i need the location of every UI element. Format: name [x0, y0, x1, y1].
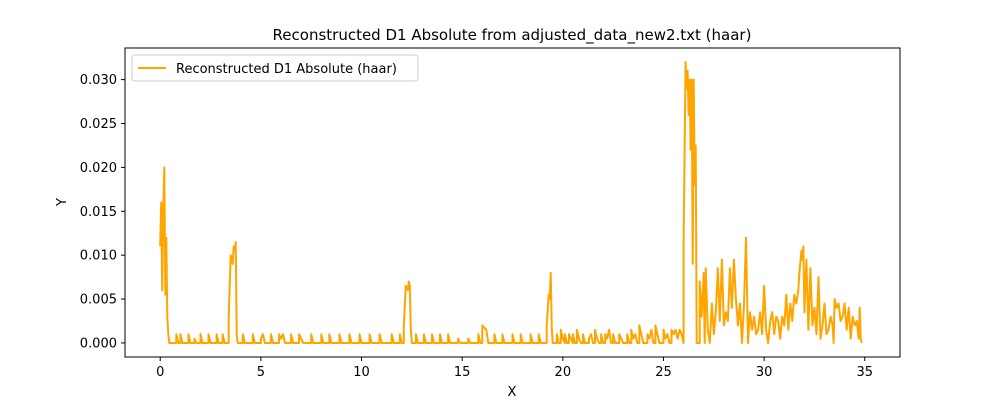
- x-tick-label: 30: [756, 365, 773, 380]
- chart-title: Reconstructed D1 Absolute from adjusted_…: [273, 26, 752, 45]
- x-tick-label: 15: [454, 365, 471, 380]
- x-axis-ticks: 0 5 10 15 20 25 30 35: [156, 357, 873, 380]
- y-axis-ticks: 0.000 0.005 0.010 0.015 0.020 0.025 0.030: [80, 73, 125, 351]
- y-tick-label: 0.025: [80, 117, 117, 132]
- y-axis-label: Y: [55, 198, 70, 207]
- legend-frame: [131, 54, 419, 82]
- series-layer: [159, 61, 863, 344]
- y-tick-label: 0.010: [80, 249, 117, 264]
- x-tick-label: 35: [856, 365, 873, 380]
- x-tick-label: 5: [257, 365, 265, 380]
- x-tick-label: 10: [353, 365, 370, 380]
- x-tick-label: 20: [555, 365, 572, 380]
- y-tick-label: 0.000: [80, 336, 117, 351]
- y-tick-label: 0.015: [80, 205, 117, 220]
- y-tick-label: 0.020: [80, 161, 117, 176]
- y-tick-label: 0.005: [80, 293, 117, 308]
- axes-background: [125, 48, 900, 357]
- x-tick-label: 25: [655, 365, 672, 380]
- legend-label: Reconstructed D1 Absolute (haar): [176, 62, 397, 77]
- x-axis-label: X: [508, 385, 517, 400]
- y-tick-label: 0.030: [80, 73, 117, 88]
- axes-frame: [124, 47, 901, 358]
- series-line: [159, 61, 863, 344]
- legend: Reconstructed D1 Absolute (haar): [131, 54, 419, 82]
- x-tick-label: 0: [156, 365, 164, 380]
- plot-area: [124, 47, 901, 358]
